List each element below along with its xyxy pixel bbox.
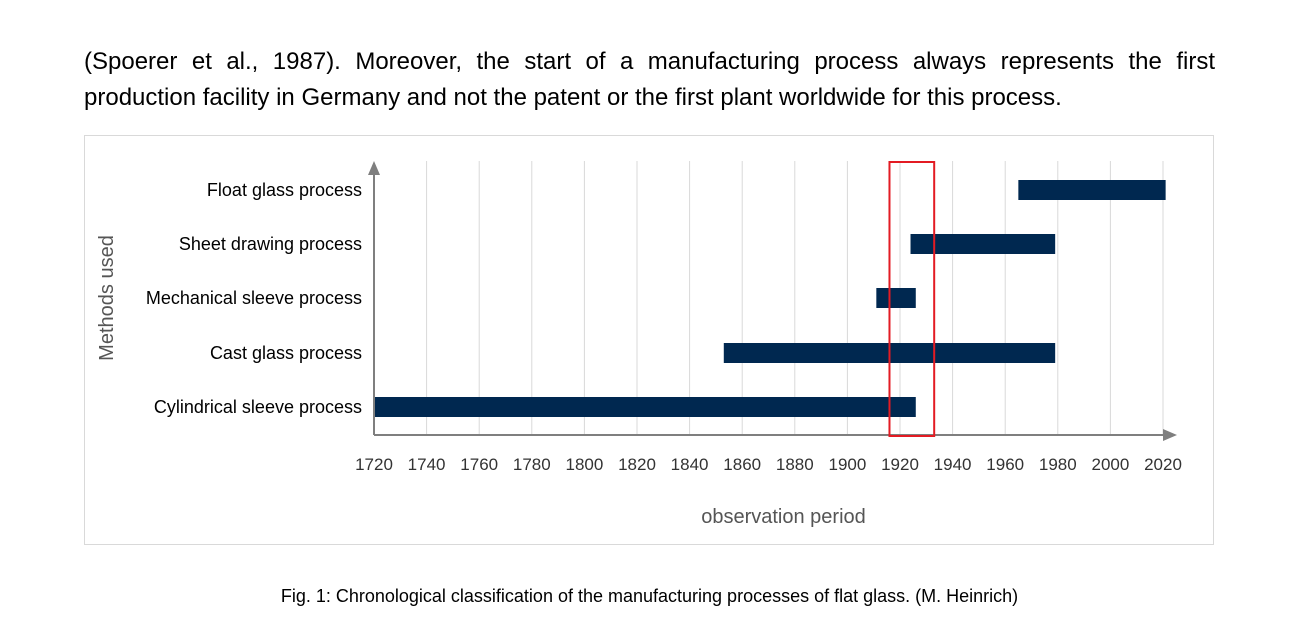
x-tick-label: 1980 [1039, 455, 1077, 474]
x-tick-label: 2000 [1091, 455, 1129, 474]
category-label: Cast glass process [210, 343, 362, 363]
tick-labels: 1720 1740 1760 1780 1800 1820 1840 1860 1880 1900… [355, 455, 1182, 474]
bar [374, 397, 916, 417]
x-tick-label: 2020 [1144, 455, 1182, 474]
figure-caption: Fig. 1: Chronological classification of … [280, 586, 1019, 606]
category-labels: Float glass process Sheet drawing process… [146, 180, 362, 417]
x-tick-label: 1800 [565, 455, 603, 474]
y-axis-title: Methods used [96, 235, 118, 361]
category-label: Mechanical sleeve process [146, 288, 362, 308]
paragraph-line-2: production facility in Germany and not t… [84, 84, 1062, 111]
x-tick-label: 1900 [828, 455, 866, 474]
y-axis-arrow [368, 161, 380, 175]
x-tick-label: 1960 [986, 455, 1024, 474]
gridlines [426, 161, 1164, 435]
x-tick-label: 1780 [513, 455, 551, 474]
body-paragraph: (Spoerer et al., 1987). Moreover, the st… [84, 44, 1215, 116]
bar [876, 288, 916, 308]
x-tick-label: 1940 [934, 455, 972, 474]
highlight-rectangle [888, 161, 936, 437]
x-axis-arrow [1163, 429, 1177, 441]
x-tick-label: 1760 [460, 455, 498, 474]
category-label: Sheet drawing process [179, 234, 362, 254]
x-tick-label: 1920 [881, 455, 919, 474]
timeline-chart: Float glass process Sheet drawing process… [96, 161, 1182, 528]
bars [374, 180, 1166, 417]
chart-frame: Float glass process Sheet drawing process… [84, 135, 1214, 545]
paragraph-line-1: (Spoerer et al., 1987). Moreover, the st… [84, 48, 1215, 75]
x-axis-title: observation period [701, 506, 866, 528]
x-tick-label: 1820 [618, 455, 656, 474]
bar [910, 234, 1056, 254]
category-label: Cylindrical sleeve process [154, 397, 362, 417]
x-tick-label: 1720 [355, 455, 393, 474]
x-tick-label: 1880 [776, 455, 814, 474]
x-tick-label: 1840 [671, 455, 709, 474]
bar [1018, 180, 1166, 200]
x-tick-label: 1860 [723, 455, 761, 474]
axes [368, 161, 1177, 441]
x-tick-label: 1740 [408, 455, 446, 474]
category-label: Float glass process [207, 180, 362, 200]
highlight-box [888, 161, 936, 437]
